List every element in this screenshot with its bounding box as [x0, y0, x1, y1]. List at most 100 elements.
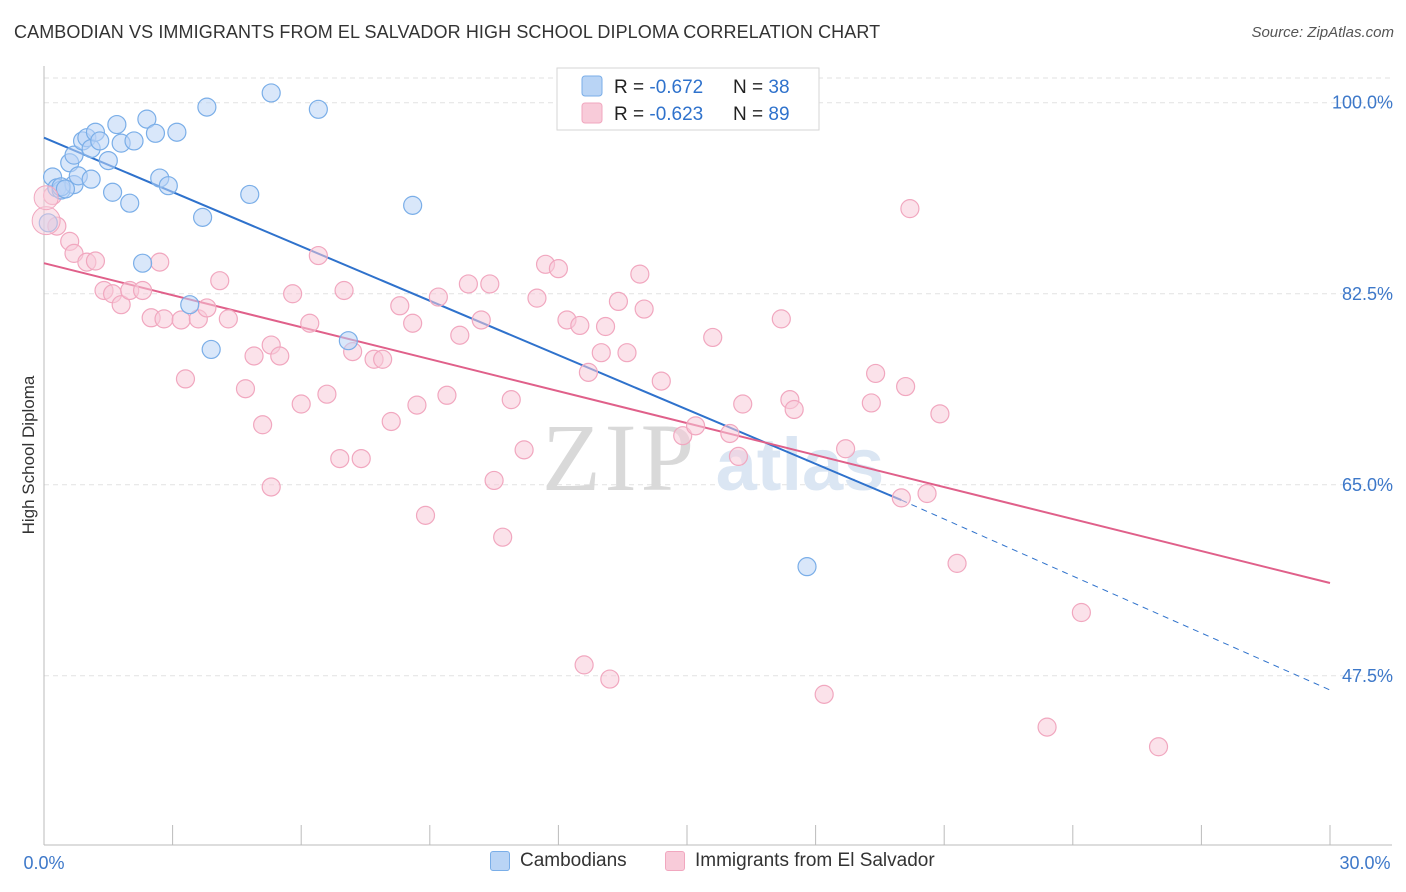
legend-n-label-2: N =: [733, 104, 768, 125]
legend-n-value-1: 38: [768, 77, 789, 98]
el-salvador-point: [150, 252, 170, 272]
legend-item-cambodians[interactable]: Cambodians: [490, 850, 627, 872]
el-salvador-point: [728, 446, 749, 467]
cambodian-point: [64, 145, 84, 165]
el-salvador-point: [814, 684, 834, 704]
el-salvador-point: [197, 298, 217, 318]
y-tick-label: 47.5%: [1342, 666, 1393, 686]
legend-swatch-el-salvador: [581, 102, 603, 124]
el-salvador-point: [630, 264, 650, 284]
y-tick-label: 65.0%: [1342, 475, 1393, 495]
el-salvador-point: [866, 363, 886, 384]
el-salvador-point: [291, 394, 311, 414]
cambodian-point: [55, 179, 76, 199]
el-salvador-point: [896, 376, 916, 397]
el-salvador-point: [891, 488, 911, 508]
el-salvador-point: [390, 296, 410, 316]
cambodian-point: [403, 195, 423, 215]
el-salvador-point: [608, 291, 629, 312]
el-salvador-point: [308, 245, 328, 266]
el-salvador-point: [548, 259, 569, 279]
el-salvador-point: [403, 313, 423, 333]
x-tick-label: 0.0%: [23, 853, 64, 873]
el-salvador-point: [733, 394, 753, 414]
el-salvador-point: [175, 369, 196, 389]
el-salvador-point: [407, 395, 427, 415]
cambodian-point: [120, 193, 140, 213]
el-salvador-point: [685, 416, 706, 436]
el-salvador-point: [900, 199, 920, 219]
el-salvador-point: [578, 362, 599, 382]
el-salvador-point: [480, 274, 500, 294]
el-salvador-point: [428, 287, 448, 307]
y-tick-label: 82.5%: [1342, 284, 1393, 304]
cambodian-point: [81, 169, 101, 189]
svg-text:N = 38: N = 38: [733, 77, 790, 98]
cambodian-point: [797, 557, 817, 577]
el-salvador-point: [720, 423, 740, 444]
el-salvador-point: [458, 274, 478, 294]
el-salvador-point: [244, 346, 264, 366]
legend-r-value-1: -0.672: [649, 77, 703, 98]
el-salvador-point: [501, 390, 521, 410]
data-points: [31, 83, 1169, 757]
cambodian-point: [180, 295, 200, 315]
cambodian-point: [124, 131, 144, 151]
el-salvador-point: [31, 206, 61, 236]
el-salvador-point: [1071, 602, 1091, 623]
el-salvador-point: [591, 343, 611, 363]
legend-label-el-salvador: Immigrants from El Salvador: [695, 850, 935, 871]
cambodian-point: [193, 207, 213, 227]
cambodian-trend-extension: [901, 499, 1331, 691]
el-salvador-point: [930, 404, 950, 424]
legend-swatch-cambodians: [490, 851, 510, 871]
el-salvador-point: [861, 393, 881, 413]
el-salvador-point: [703, 327, 723, 348]
el-salvador-point: [574, 655, 594, 675]
el-salvador-point: [484, 470, 504, 491]
cambodian-point: [201, 339, 221, 360]
cambodian-point: [197, 97, 217, 117]
el-salvador-point: [300, 313, 320, 333]
cambodian-point: [137, 109, 157, 129]
legend-n-label-1: N =: [733, 77, 768, 98]
el-salvador-point: [381, 411, 401, 432]
source-label: Source: ZipAtlas.com: [1251, 24, 1394, 41]
el-salvador-point: [283, 284, 303, 304]
el-salvador-point: [617, 343, 637, 363]
el-salvador-point: [132, 280, 153, 301]
cambodian-point: [308, 99, 328, 119]
el-salvador-point: [771, 309, 791, 329]
el-salvador-point: [373, 349, 393, 369]
y-tick-label: 100.0%: [1332, 93, 1393, 113]
legend-swatch-el-salvador: [665, 851, 685, 871]
cambodian-point: [90, 131, 110, 151]
cambodian-point: [132, 253, 153, 273]
el-salvador-point: [270, 346, 290, 366]
grid-lines: [44, 77, 1392, 677]
el-salvador-point: [527, 288, 547, 308]
el-salvador-point: [514, 440, 534, 460]
x-tick-labels: 0.0% 30.0%: [23, 853, 1390, 873]
el-salvador-point: [784, 399, 804, 420]
legend-r-label-1: R =: [614, 77, 649, 98]
cambodian-point: [102, 182, 123, 202]
svg-text:R = -0.623: R = -0.623: [614, 104, 703, 125]
el-salvador-point: [415, 505, 436, 525]
el-salvador-point: [253, 415, 273, 435]
svg-text:N = 89: N = 89: [733, 104, 790, 125]
el-salvador-point: [570, 315, 590, 336]
y-tick-labels: 100.0% 82.5% 65.0% 47.5%: [1332, 93, 1393, 686]
el-salvador-point: [917, 483, 937, 504]
cambodian-point: [158, 176, 178, 196]
el-salvador-point: [85, 251, 106, 271]
legend-item-el-salvador[interactable]: Immigrants from El Salvador: [665, 850, 935, 872]
legend-r-label-2: R =: [614, 104, 649, 125]
el-salvador-point: [154, 309, 174, 329]
el-salvador-point: [210, 271, 230, 291]
cambodian-point: [261, 83, 281, 103]
bottom-legend: Cambodians Immigrants from El Salvador: [0, 850, 1406, 880]
el-salvador-point: [330, 448, 350, 469]
legend-r-value-2: -0.623: [649, 104, 703, 125]
